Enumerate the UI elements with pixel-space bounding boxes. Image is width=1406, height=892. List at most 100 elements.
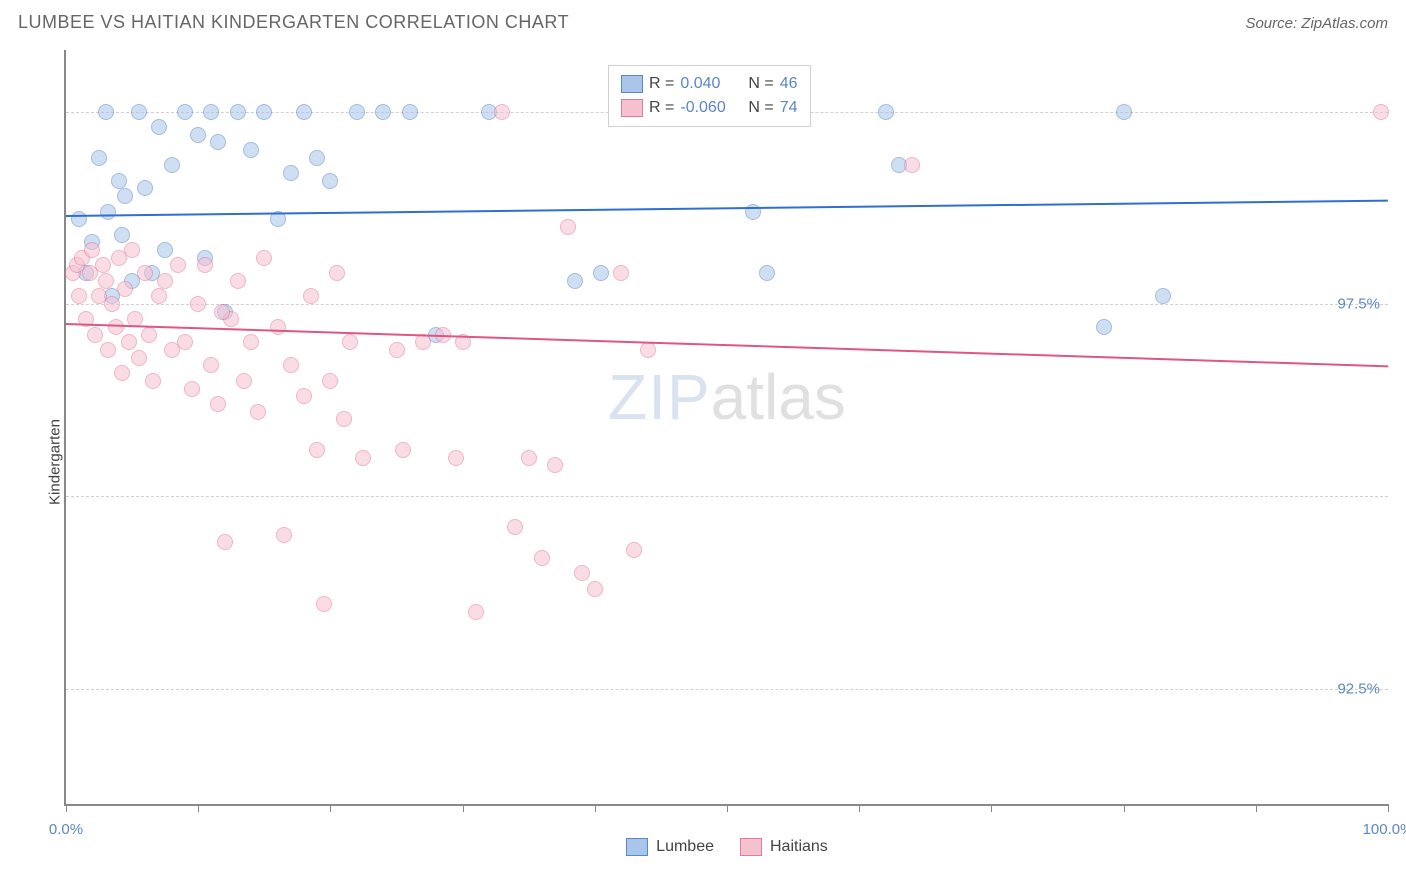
data-point: [342, 334, 358, 350]
data-point: [71, 211, 87, 227]
stats-legend-row: R = -0.060N = 74: [621, 96, 797, 120]
legend-swatch: [621, 75, 643, 93]
data-point: [100, 342, 116, 358]
data-point: [283, 165, 299, 181]
data-point: [1155, 288, 1171, 304]
data-point: [626, 542, 642, 558]
data-point: [613, 265, 629, 281]
data-point: [904, 157, 920, 173]
legend-swatch: [621, 99, 643, 117]
watermark-part2: atlas: [711, 361, 846, 433]
chart-title: LUMBEE VS HAITIAN KINDERGARTEN CORRELATI…: [18, 12, 569, 33]
data-point: [1373, 104, 1389, 120]
data-point: [210, 396, 226, 412]
x-tick-mark: [727, 804, 728, 812]
legend-r-label: R =: [649, 72, 674, 96]
data-point: [230, 273, 246, 289]
data-point: [203, 357, 219, 373]
data-point: [190, 296, 206, 312]
data-point: [131, 350, 147, 366]
data-point: [256, 250, 272, 266]
data-point: [71, 288, 87, 304]
data-point: [415, 334, 431, 350]
legend-series-label: Lumbee: [656, 838, 714, 856]
data-point: [402, 104, 418, 120]
data-point: [100, 204, 116, 220]
data-point: [197, 257, 213, 273]
data-point: [560, 219, 576, 235]
data-point: [91, 150, 107, 166]
data-point: [114, 227, 130, 243]
legend-swatch: [626, 838, 648, 856]
data-point: [84, 242, 100, 258]
data-point: [131, 104, 147, 120]
watermark: ZIPatlas: [608, 360, 846, 434]
legend-series-label: Haitians: [770, 838, 828, 856]
data-point: [534, 550, 550, 566]
data-point: [276, 527, 292, 543]
data-point: [203, 104, 219, 120]
gridline-h: [66, 304, 1388, 305]
data-point: [309, 150, 325, 166]
x-tick-mark: [859, 804, 860, 812]
data-point: [270, 319, 286, 335]
data-point: [95, 257, 111, 273]
watermark-part1: ZIP: [608, 361, 711, 433]
x-tick-label: 0.0%: [49, 821, 83, 838]
data-point: [256, 104, 272, 120]
data-point: [210, 134, 226, 150]
stats-legend-row: R = 0.040N = 46: [621, 72, 797, 96]
data-point: [349, 104, 365, 120]
data-point: [190, 127, 206, 143]
legend-n-value: 46: [780, 72, 798, 96]
data-point: [355, 450, 371, 466]
x-tick-label: 100.0%: [1363, 821, 1406, 838]
data-point: [108, 319, 124, 335]
data-point: [217, 534, 233, 550]
data-point: [214, 304, 230, 320]
data-point: [547, 457, 563, 473]
data-point: [243, 142, 259, 158]
data-point: [309, 442, 325, 458]
data-point: [296, 104, 312, 120]
data-point: [375, 104, 391, 120]
data-point: [567, 273, 583, 289]
data-point: [759, 265, 775, 281]
data-point: [111, 173, 127, 189]
data-point: [124, 242, 140, 258]
data-point: [137, 265, 153, 281]
data-point: [117, 281, 133, 297]
chart-area: Kindergarten ZIPatlas Lumbee Haitians 92.…: [18, 50, 1388, 874]
y-tick-label: 97.5%: [1337, 295, 1380, 312]
x-tick-mark: [595, 804, 596, 812]
bottom-legend-item: Haitians: [740, 838, 828, 856]
data-point: [114, 365, 130, 381]
data-point: [145, 373, 161, 389]
y-axis-label: Kindergarten: [46, 419, 63, 505]
data-point: [574, 565, 590, 581]
data-point: [468, 604, 484, 620]
data-point: [640, 342, 656, 358]
data-point: [283, 357, 299, 373]
data-point: [878, 104, 894, 120]
data-point: [322, 173, 338, 189]
x-tick-mark: [1124, 804, 1125, 812]
legend-n-value: 74: [780, 96, 798, 120]
data-point: [1096, 319, 1112, 335]
data-point: [336, 411, 352, 427]
x-tick-mark: [330, 804, 331, 812]
data-point: [170, 257, 186, 273]
bottom-legend: Lumbee Haitians: [66, 838, 1388, 856]
trend-line: [66, 200, 1388, 217]
data-point: [177, 334, 193, 350]
x-tick-mark: [1388, 804, 1389, 812]
trend-line: [66, 323, 1388, 367]
data-point: [141, 327, 157, 343]
data-point: [395, 442, 411, 458]
y-tick-label: 92.5%: [1337, 680, 1380, 697]
data-point: [98, 104, 114, 120]
data-point: [316, 596, 332, 612]
gridline-h: [66, 689, 1388, 690]
legend-r-value: -0.060: [680, 96, 736, 120]
data-point: [87, 327, 103, 343]
